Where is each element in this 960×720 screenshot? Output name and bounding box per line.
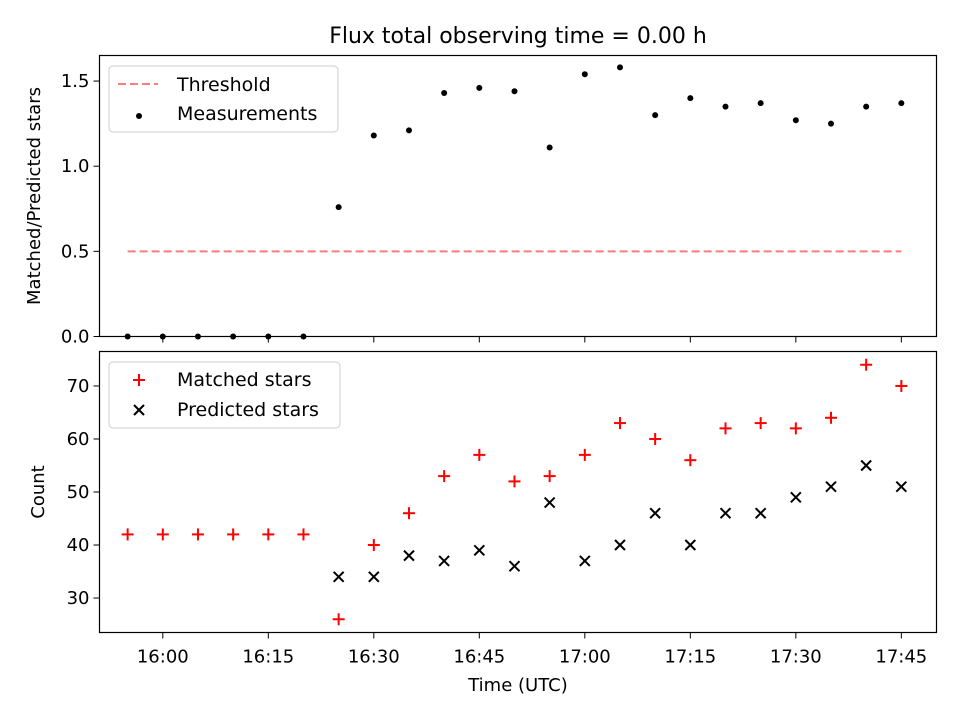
matched-star-point (402, 507, 415, 520)
measurement-point (581, 71, 588, 78)
matched-star-point (367, 539, 380, 552)
predicted-star-point (332, 571, 345, 583)
legend-measurements-label: Measurements (177, 103, 317, 125)
predicted-star-point (508, 560, 521, 572)
matched-star-point (860, 358, 873, 371)
count-y-tick-label: 50 (67, 482, 90, 503)
matched-star-point (754, 417, 767, 430)
x-tick-label: 17:15 (664, 647, 716, 668)
x-tick-label: 16:00 (137, 647, 189, 668)
matched-star-point (719, 422, 732, 435)
predicted-star-point (543, 496, 556, 509)
measurement-point (405, 127, 412, 134)
matched-star-point (262, 528, 275, 541)
ratio-y-tick-label: 1.0 (61, 156, 90, 177)
predicted-star-point (403, 549, 415, 562)
measurement-point (757, 100, 764, 107)
count-y-tick-label: 30 (67, 588, 90, 609)
predicted-star-point (790, 491, 802, 504)
x-tick-label: 16:15 (242, 647, 294, 668)
ratio-y-axis-label: Matched/Predicted stars (24, 87, 45, 305)
measurement-point (687, 95, 694, 102)
matched-star-point (649, 432, 662, 445)
legend-predicted-swatch (133, 404, 145, 416)
ratio-plot-frame (98, 54, 938, 338)
measurement-point (722, 103, 729, 110)
x-axis-label: Time (UTC) (467, 675, 568, 696)
legend-matched-swatch (133, 374, 145, 386)
predicted-star-point (579, 555, 591, 567)
predicted-star-point (719, 507, 732, 519)
matched-star-point (438, 470, 451, 483)
count-y-axis-label: Count (28, 465, 49, 518)
legend-threshold-label: Threshold (176, 74, 271, 96)
matched-star-point (543, 470, 556, 483)
matched-star-point (684, 454, 697, 467)
x-tick-label: 16:45 (453, 647, 505, 668)
predicted-star-point (649, 507, 661, 519)
x-tick-label: 17:30 (770, 647, 822, 668)
chart-title: Flux total observing time = 0.00 h (329, 24, 707, 49)
measurement-point (370, 132, 377, 139)
predicted-star-point (684, 539, 697, 551)
matched-star-point (227, 528, 240, 541)
count-y-tick-label: 40 (67, 535, 90, 556)
measurement-point (792, 117, 799, 124)
matched-star-point (824, 411, 837, 424)
matched-star-point (156, 528, 169, 541)
matched-star-point (789, 422, 802, 435)
ratio-panel: Matched/Predicted stars 0.0 0.5 1.0 1.5 Thr… (24, 54, 938, 348)
measurement-point (827, 120, 834, 127)
matched-star-point (613, 417, 626, 430)
matched-star-point (508, 475, 521, 488)
count-panel: Count Time (UTC) 30 40 50 60 70 16:00 16:15 16… (28, 350, 938, 696)
matched-star-point (191, 528, 204, 541)
x-tick-label: 17:45 (875, 647, 927, 668)
count-y-tick-label: 70 (67, 376, 90, 397)
ratio-y-tick-label: 1.5 (61, 71, 90, 92)
predicted-star-point (895, 480, 908, 493)
matched-star-point (297, 528, 310, 541)
legend-matched-label: Matched stars (177, 369, 311, 391)
measurement-point (616, 64, 623, 71)
matched-star-point (332, 613, 345, 626)
measurement-point (863, 103, 870, 110)
predicted-star-point (473, 544, 486, 557)
matched-star-point (121, 528, 134, 541)
legend-measurements-swatch (136, 113, 142, 119)
measurement-point (476, 84, 483, 91)
measurement-point (441, 89, 448, 96)
predicted-star-point (368, 571, 380, 583)
matched-star-point (473, 448, 486, 461)
ratio-legend-box (108, 65, 339, 133)
predicted-star-point (860, 459, 872, 472)
ratio-y-tick-label: 0.0 (61, 327, 90, 348)
x-tick-label: 17:00 (559, 647, 611, 668)
measurement-point (511, 88, 518, 95)
legend-predicted-label: Predicted stars (177, 399, 319, 421)
predicted-star-point (438, 555, 450, 567)
measurement-point (335, 204, 342, 211)
matched-star-point (895, 379, 908, 392)
measurement-point (652, 112, 659, 119)
x-tick-label: 16:30 (348, 647, 400, 668)
matched-star-point (578, 448, 591, 461)
measurement-point (898, 100, 905, 107)
ratio-legend: Threshold Measurements (108, 65, 339, 133)
count-legend-box (108, 361, 341, 429)
predicted-star-point (614, 539, 626, 551)
predicted-star-point (825, 480, 837, 493)
count-y-tick-label: 60 (67, 429, 90, 450)
count-legend: Matched stars Predicted stars (108, 361, 341, 429)
ratio-y-tick-label: 0.5 (61, 241, 90, 262)
measurement-point (546, 144, 553, 151)
predicted-star-point (754, 507, 767, 519)
